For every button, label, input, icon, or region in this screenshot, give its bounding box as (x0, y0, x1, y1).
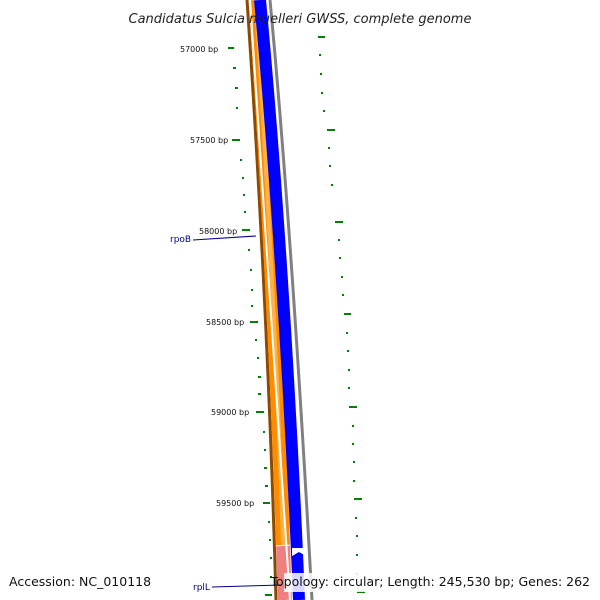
summary-backdrop (284, 573, 593, 592)
gc-skew-inner (228, 47, 272, 596)
tick-label-58500: 58500 bp (206, 318, 244, 327)
reverse-cds-band (254, 0, 305, 600)
accession-text: Accession: NC_010118 (9, 574, 151, 589)
tick-labels: 57000 bp 57500 bp 58000 bp 58500 bp 5900… (180, 45, 254, 508)
gene-boundary-arrow (292, 548, 306, 556)
tick-label-57500: 57500 bp (190, 136, 228, 145)
rpoB-leader-line (192, 235, 257, 241)
tick-label-59000: 59000 bp (211, 408, 249, 417)
tick-label-59500: 59500 bp (216, 499, 254, 508)
reverse-cds-separator (249, 0, 291, 600)
gene-label-rpoB[interactable]: rpoB (170, 235, 191, 245)
tick-label-58000: 58000 bp (199, 227, 237, 236)
gene-label-rpoB-group: rpoB (170, 235, 257, 245)
forward-strand-outer-edge (245, 0, 278, 600)
gc-content-outer (318, 36, 365, 593)
gene-label-rplL-group: rplL (193, 583, 283, 593)
tick-label-57000: 57000 bp (180, 45, 218, 54)
summary-text: Topology: circular; Length: 245,530 bp; … (270, 574, 591, 589)
backbone-circle (268, 0, 314, 600)
gene-label-rplL[interactable]: rplL (193, 583, 210, 593)
rplL-leader-line (211, 584, 283, 588)
map-title: Candidatus Sulcia muelleri GWSS, complet… (129, 12, 472, 27)
